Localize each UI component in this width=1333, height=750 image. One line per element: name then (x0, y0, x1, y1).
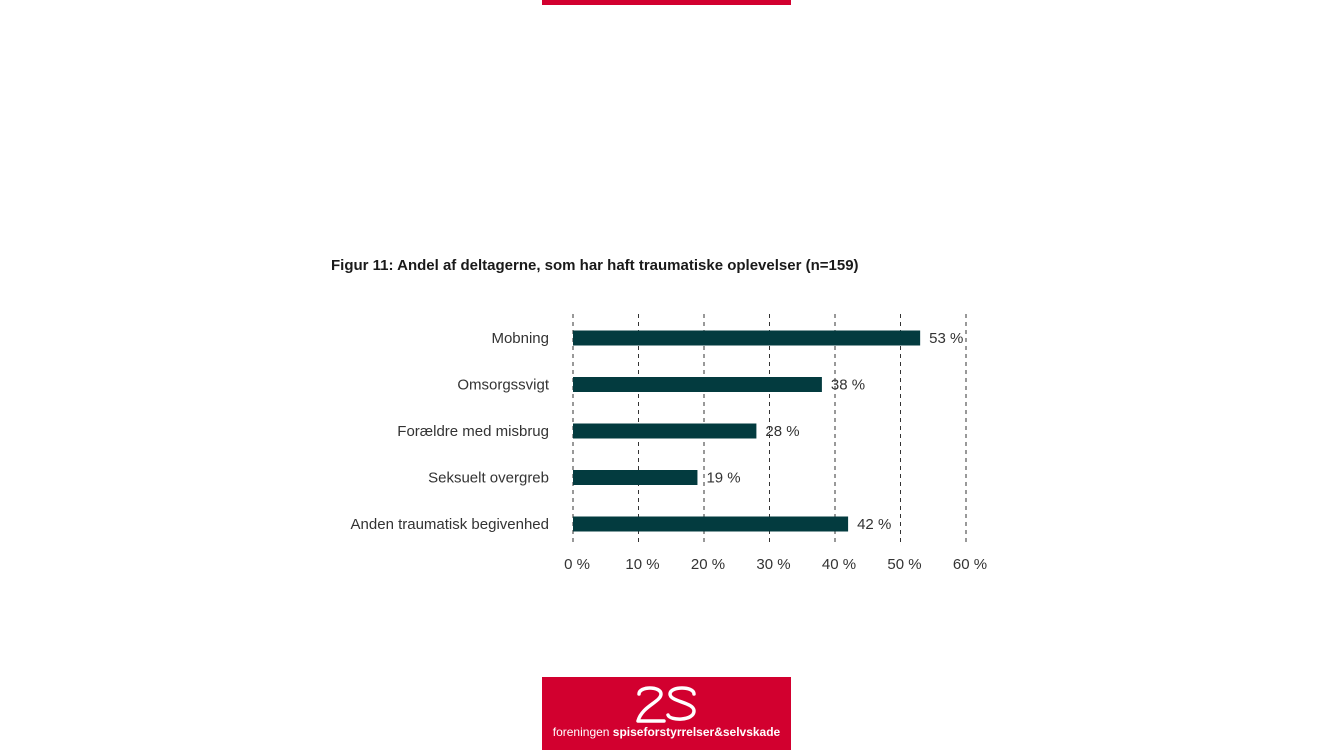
figure-title: Figur 11: Andel af deltagerne, som har h… (331, 257, 859, 274)
x-tick-label: 10 % (625, 556, 659, 573)
category-label: Seksuelt overgreb (428, 470, 549, 487)
x-tick-label: 40 % (822, 556, 856, 573)
value-label: 42 % (857, 516, 891, 533)
x-tick-label: 0 % (564, 556, 590, 573)
bar (573, 516, 849, 532)
value-label: 28 % (765, 423, 799, 440)
category-label: Anden traumatisk begivenhed (351, 516, 549, 533)
bar (573, 423, 757, 439)
organization-name: foreningen spiseforstyrrelser&selvskade (542, 725, 791, 739)
value-label: 53 % (929, 330, 963, 347)
x-tick-label: 20 % (691, 556, 725, 573)
organization-name-bold: spiseforstyrrelser&selvskade (612, 725, 781, 739)
category-label: Mobning (491, 330, 549, 347)
category-label: Omsorgssvigt (457, 377, 550, 394)
x-tick-label: 60 % (953, 556, 987, 573)
footer-logo-box: foreningen spiseforstyrrelser&selvskade (542, 677, 791, 750)
labels: 0 % 10 % 20 % 30 % 40 % 50 % 60 % Mobning 53 % Om… (351, 330, 988, 573)
bar (573, 470, 698, 485)
bar (573, 330, 921, 346)
bar (573, 377, 822, 392)
x-tick-label: 30 % (756, 556, 790, 573)
value-label: 19 % (706, 470, 740, 487)
category-label: Forældre med misbrug (397, 423, 549, 440)
organization-name-regular: foreningen (552, 725, 613, 739)
bars (573, 330, 921, 532)
2s-logo-icon (636, 686, 696, 723)
value-label: 38 % (831, 377, 865, 394)
x-tick-label: 50 % (887, 556, 921, 573)
top-brand-bar (542, 0, 791, 5)
